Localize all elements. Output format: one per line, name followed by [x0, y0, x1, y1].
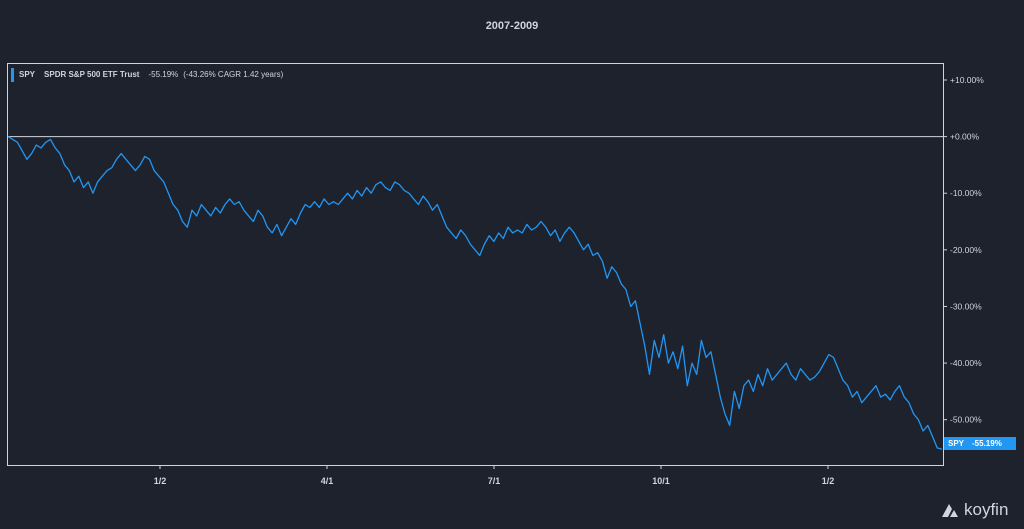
- legend-name: SPDR S&P 500 ETF Trust: [44, 70, 140, 79]
- brand-name: koyfin: [964, 500, 1009, 519]
- legend-return: -55.19%: [148, 70, 179, 79]
- legend-swatch: [11, 67, 14, 82]
- x-tick-label: 1/2: [154, 476, 167, 486]
- x-tick-label: 1/2: [822, 476, 835, 486]
- y-tick-label: +0.00%: [950, 132, 980, 142]
- x-axis: 1/2 4/1 7/1 10/1 1/2: [154, 465, 835, 486]
- plot-frame: [7, 63, 944, 466]
- legend-cagr: (-43.26% CAGR 1.42 years): [183, 70, 284, 79]
- chart-legend: SPY SPDR S&P 500 ETF Trust -55.19% (-43.…: [11, 67, 284, 82]
- brand-logo: koyfin: [940, 500, 1008, 520]
- y-axis: +10.00% +0.00% -10.00% -20.00% -30.00% -40.00…: [943, 75, 984, 425]
- x-tick-label: 4/1: [321, 476, 334, 486]
- x-tick-label: 7/1: [488, 476, 501, 486]
- y-tick-label: -50.00%: [950, 415, 982, 425]
- series-line-spy[interactable]: [7, 136, 943, 450]
- legend-ticker: SPY: [19, 70, 36, 79]
- y-tick-label: -40.00%: [950, 358, 982, 368]
- end-label-ticker: SPY: [948, 439, 965, 448]
- chart-title: 2007-2009: [485, 20, 539, 32]
- series-end-label: SPY -55.19%: [944, 437, 1016, 450]
- y-tick-label: +10.00%: [950, 75, 984, 85]
- y-tick-label: -20.00%: [950, 245, 982, 255]
- x-tick-label: 10/1: [652, 476, 670, 486]
- y-tick-label: -10.00%: [950, 188, 982, 198]
- y-tick-label: -30.00%: [950, 301, 982, 311]
- koyfin-logo-icon: [942, 504, 958, 517]
- end-label-value: -55.19%: [972, 439, 1002, 448]
